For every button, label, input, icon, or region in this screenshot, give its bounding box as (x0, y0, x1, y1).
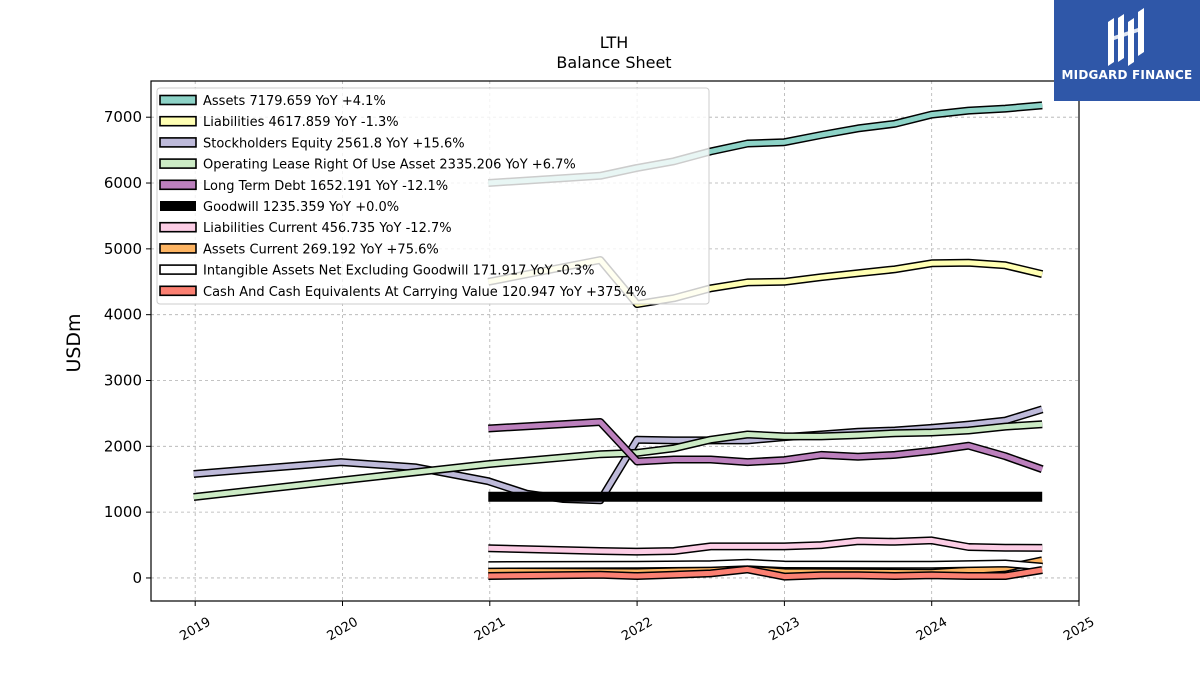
y-axis-label: USDm (63, 313, 85, 372)
x-tick-label: 2020 (325, 615, 361, 645)
series-8 (488, 558, 1043, 571)
y-tick-label: 7000 (104, 108, 142, 126)
y-tick-label: 1000 (104, 503, 142, 521)
x-tick-label: 2025 (1061, 615, 1097, 645)
midgard-logo-icon (1108, 8, 1144, 66)
series-4 (488, 418, 1044, 473)
legend-swatch (159, 221, 197, 233)
y-axis: 0 1000 2000 3000 4000 5000 6000 7000 (104, 108, 151, 587)
legend-item: Intangible Assets Net Excluding Goodwill… (159, 264, 594, 279)
y-tick-label: 0 (132, 569, 142, 587)
series-lines (193, 101, 1044, 581)
y-tick-label: 3000 (104, 371, 142, 389)
y-tick-label: 5000 (104, 240, 142, 258)
legend-swatch (160, 201, 196, 211)
y-tick-label: 4000 (104, 306, 142, 324)
legend-swatch (159, 179, 197, 191)
legend-swatch (159, 243, 197, 254)
legend-label: Assets Current 269.192 YoY +75.6% (203, 242, 439, 257)
series-line (488, 537, 1043, 555)
legend-label: Cash And Cash Equivalents At Carrying Va… (203, 285, 646, 300)
series-9 (488, 565, 1043, 581)
legend-label: Liabilities Current 456.735 YoY -12.7% (203, 221, 452, 236)
legend-label: Goodwill 1235.359 YoY +0.0% (203, 200, 399, 215)
y-tick-label: 2000 (104, 437, 142, 455)
x-tick-label: 2022 (619, 615, 655, 645)
series-line (488, 419, 1044, 472)
x-tick-label: 2021 (472, 615, 508, 645)
legend-label: Intangible Assets Net Excluding Goodwill… (203, 264, 594, 279)
legend-label: Assets 7179.659 YoY +4.1% (203, 94, 386, 109)
y-tick-label: 6000 (104, 174, 142, 192)
legend-item: Liabilities Current 456.735 YoY -12.7% (159, 221, 452, 236)
legend-swatch (159, 137, 197, 148)
chart-title: LTH (600, 33, 629, 52)
legend-item: Liabilities 4617.859 YoY -1.3% (159, 115, 399, 130)
series-line (193, 421, 1043, 500)
series-line (488, 566, 1043, 580)
legend-swatch (159, 94, 197, 106)
legend-item: Assets 7179.659 YoY +4.1% (159, 94, 386, 109)
legend-item: Assets Current 269.192 YoY +75.6% (159, 242, 439, 257)
legend-swatch (159, 264, 197, 275)
legend-item: Long Term Debt 1652.191 YoY -12.1% (159, 179, 448, 194)
brand-logo: MIDGARD FINANCE (1054, 0, 1200, 101)
legend-swatch (159, 285, 197, 297)
series-3 (193, 420, 1043, 501)
x-tick-label: 2023 (767, 615, 803, 645)
x-tick-label: 2019 (177, 615, 213, 645)
plot-frame (150, 80, 1080, 602)
legend-item: Stockholders Equity 2561.8 YoY +15.6% (159, 136, 465, 151)
legend-label: Liabilities 4617.859 YoY -1.3% (203, 115, 399, 130)
legend: Assets 7179.659 YoY +4.1% Liabilities 461… (156, 87, 710, 305)
series-line (488, 560, 1043, 570)
legend-box (156, 87, 710, 305)
brand-name: MIDGARD FINANCE (1061, 68, 1193, 82)
chart-subtitle: Balance Sheet (556, 53, 671, 72)
legend-item: Goodwill 1235.359 YoY +0.0% (160, 200, 399, 215)
legend-swatch (159, 158, 197, 169)
series-6 (488, 536, 1043, 556)
x-axis: 2019 2020 2021 2022 2023 2024 2025 (177, 601, 1097, 644)
legend-label: Operating Lease Right Of Use Asset 2335.… (203, 158, 576, 173)
legend-item: Cash And Cash Equivalents At Carrying Va… (159, 285, 646, 300)
legend-swatch (159, 115, 197, 127)
legend-label: Long Term Debt 1652.191 YoY -12.1% (203, 179, 448, 194)
legend-label: Stockholders Equity 2561.8 YoY +15.6% (203, 136, 465, 151)
legend-item: Operating Lease Right Of Use Asset 2335.… (159, 158, 576, 173)
x-tick-label: 2024 (914, 615, 950, 645)
